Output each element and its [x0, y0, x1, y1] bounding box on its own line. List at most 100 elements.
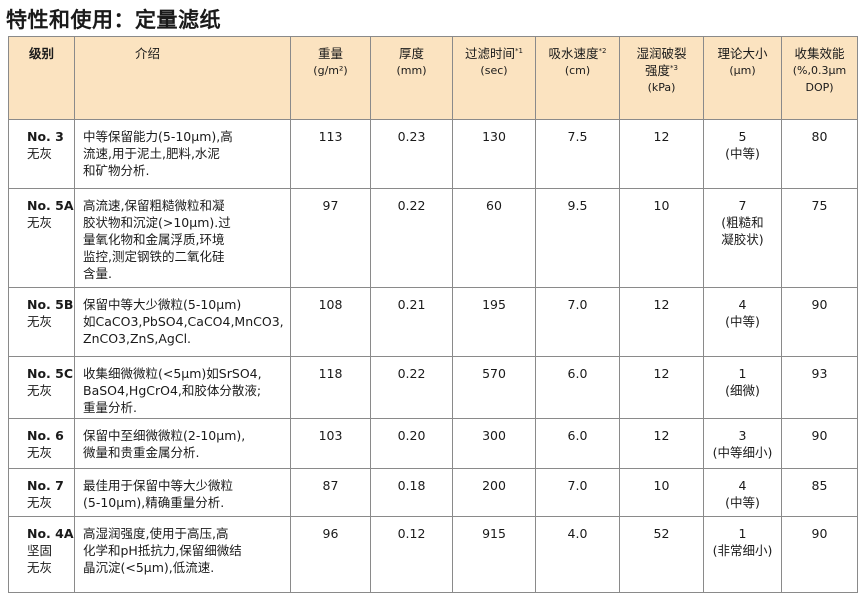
header-theory-size: 理论大小 (μm)	[703, 36, 782, 120]
efficiency-cell: 75	[781, 188, 858, 288]
page-title: 特性和使用：定量滤纸	[6, 8, 221, 32]
theory-size-cell: 4 (中等)	[703, 468, 782, 517]
description-line: 收集细微微粒(<5μm)如SrSO4,	[83, 366, 262, 381]
description-cell: 保留中至细微微粒(2-10μm), 微量和贵重金属分析.	[74, 418, 291, 469]
table-row: No. 5A 无灰 高流速,保留粗糙微粒和凝 胶状物和沉淀(>10μm).过 量氧化物和…	[8, 188, 858, 288]
description-line: 监控,测定钢铁的二氧化硅	[83, 249, 225, 264]
wet-burst-cell: 12	[619, 418, 704, 469]
wet-burst-cell: 12	[619, 119, 704, 189]
absorb-speed-cell: 4.0	[535, 516, 620, 593]
description-line: 含量.	[83, 266, 112, 281]
description-line: 最佳用于保留中等大少微粒	[83, 478, 234, 493]
weight-cell: 97	[290, 188, 371, 288]
absorb-speed-cell: 7.0	[535, 468, 620, 517]
description-line: 晶沉淀(<5μm),低流速.	[83, 560, 215, 575]
wet-burst-cell: 10	[619, 188, 704, 288]
weight-cell: 103	[290, 418, 371, 469]
description-cell: 保留中等大少微粒(5-10μm) 如CaCO3,PbSO4,CaCO4,MnCO3…	[74, 287, 291, 357]
description-line: 中等保留能力(5-10μm),高	[83, 129, 233, 144]
table-row: No. 6 无灰 保留中至细微微粒(2-10μm), 微量和贵重金属分析. 103 0.2…	[8, 418, 858, 469]
header-filter-time: 过滤时间*1 (sec)	[452, 36, 536, 120]
thickness-cell: 0.18	[370, 468, 453, 517]
weight-cell: 118	[290, 356, 371, 419]
wet-burst-cell: 10	[619, 468, 704, 517]
description-cell: 中等保留能力(5-10μm),高 流速,用于泥土,肥料,水泥 和矿物分析.	[74, 119, 291, 189]
filter-time-cell: 60	[452, 188, 536, 288]
absorb-speed-cell: 9.5	[535, 188, 620, 288]
thickness-cell: 0.22	[370, 356, 453, 419]
filter-time-cell: 915	[452, 516, 536, 593]
theory-size-cell: 7 (粗糙和 凝胶状)	[703, 188, 782, 288]
filter-time-cell: 195	[452, 287, 536, 357]
description-line: 保留中等大少微粒(5-10μm)	[83, 297, 242, 312]
description-line: 化学和pH抵抗力,保留细微结	[83, 543, 242, 558]
efficiency-cell: 90	[781, 516, 858, 593]
header-weight: 重量 (g/m²)	[290, 36, 371, 120]
description-line: 保留中至细微微粒(2-10μm),	[83, 428, 246, 443]
table-row: No. 5C 无灰 收集细微微粒(<5μm)如SrSO4, BaSO4,HgCrO4,…	[8, 356, 858, 419]
description-line: 微量和贵重金属分析.	[83, 445, 200, 460]
efficiency-cell: 85	[781, 468, 858, 517]
filter-time-cell: 570	[452, 356, 536, 419]
description-line: 流速,用于泥土,肥料,水泥	[83, 146, 220, 161]
efficiency-cell: 90	[781, 418, 858, 469]
absorb-speed-cell: 7.5	[535, 119, 620, 189]
thickness-cell: 0.12	[370, 516, 453, 593]
weight-cell: 113	[290, 119, 371, 189]
grade-cell: No. 7 无灰	[8, 468, 75, 517]
theory-size-cell: 4 (中等)	[703, 287, 782, 357]
header-grade: 级别	[8, 36, 75, 120]
wet-burst-cell: 12	[619, 356, 704, 419]
description-line: 胶状物和沉淀(>10μm).过	[83, 215, 231, 230]
header-wet-burst: 湿润破裂 强度*3 (kPa)	[619, 36, 704, 120]
description-line: 如CaCO3,PbSO4,CaCO4,MnCO3,	[83, 314, 284, 329]
description-cell: 收集细微微粒(<5μm)如SrSO4, BaSO4,HgCrO4,和胶体分散液; 重…	[74, 356, 291, 419]
theory-size-cell: 1 (非常细小)	[703, 516, 782, 593]
description-line: 量氧化物和金属浮质,环境	[83, 232, 225, 247]
filter-time-cell: 130	[452, 119, 536, 189]
grade-cell: No. 4A 坚固 无灰	[8, 516, 75, 593]
description-line: 和矿物分析.	[83, 163, 150, 178]
efficiency-cell: 93	[781, 356, 858, 419]
description-line: 高流速,保留粗糙微粒和凝	[83, 198, 225, 213]
description-line: 高湿润强度,使用于高压,高	[83, 526, 229, 541]
efficiency-cell: 90	[781, 287, 858, 357]
description-cell: 高流速,保留粗糙微粒和凝 胶状物和沉淀(>10μm).过 量氧化物和金属浮质,环境监…	[74, 188, 291, 288]
description-line: (5-10μm),精确重量分析.	[83, 495, 225, 510]
description-line: ZnCO3,ZnS,AgCl.	[83, 331, 192, 346]
absorb-speed-cell: 7.0	[535, 287, 620, 357]
wet-burst-cell: 12	[619, 287, 704, 357]
thickness-cell: 0.23	[370, 119, 453, 189]
absorb-speed-cell: 6.0	[535, 418, 620, 469]
weight-cell: 96	[290, 516, 371, 593]
theory-size-cell: 5 (中等)	[703, 119, 782, 189]
grade-cell: No. 6 无灰	[8, 418, 75, 469]
grade-cell: No. 5A 无灰	[8, 188, 75, 288]
header-efficiency: 收集效能 (%,0.3μm DOP)	[781, 36, 858, 120]
description-line: 重量分析.	[83, 400, 137, 415]
table-row: No. 4A 坚固 无灰 高湿润强度,使用于高压,高 化学和pH抵抗力,保留细微结 晶沉淀…	[8, 516, 858, 593]
wet-burst-cell: 52	[619, 516, 704, 593]
theory-size-cell: 1 (细微)	[703, 356, 782, 419]
weight-cell: 87	[290, 468, 371, 517]
absorb-speed-cell: 6.0	[535, 356, 620, 419]
description-line: BaSO4,HgCrO4,和胶体分散液;	[83, 383, 262, 398]
efficiency-cell: 80	[781, 119, 858, 189]
filter-time-cell: 200	[452, 468, 536, 517]
description-cell: 高湿润强度,使用于高压,高 化学和pH抵抗力,保留细微结 晶沉淀(<5μm),低流速…	[74, 516, 291, 593]
description-cell: 最佳用于保留中等大少微粒 (5-10μm),精确重量分析.	[74, 468, 291, 517]
grade-cell: No. 5C 无灰	[8, 356, 75, 419]
grade-cell: No. 5B 无灰	[8, 287, 75, 357]
header-thickness: 厚度 (mm)	[370, 36, 453, 120]
filter-time-cell: 300	[452, 418, 536, 469]
thickness-cell: 0.22	[370, 188, 453, 288]
header-intro: 介绍	[74, 36, 291, 120]
table-header-row: 级别 介绍 重量 (g/m²) 厚度 (mm) 过滤时间*1 (sec) 吸水速度*2…	[8, 36, 858, 120]
filter-paper-table: 级别 介绍 重量 (g/m²) 厚度 (mm) 过滤时间*1 (sec) 吸水速度*2…	[8, 36, 858, 593]
table-row: No. 7 无灰 最佳用于保留中等大少微粒 (5-10μm),精确重量分析. 87 0.1…	[8, 468, 858, 517]
grade-cell: No. 3 无灰	[8, 119, 75, 189]
table-row: No. 5B 无灰 保留中等大少微粒(5-10μm) 如CaCO3,PbSO4,CaC…	[8, 287, 858, 357]
header-absorb-speed: 吸水速度*2 (cm)	[535, 36, 620, 120]
theory-size-cell: 3 (中等细小)	[703, 418, 782, 469]
thickness-cell: 0.20	[370, 418, 453, 469]
